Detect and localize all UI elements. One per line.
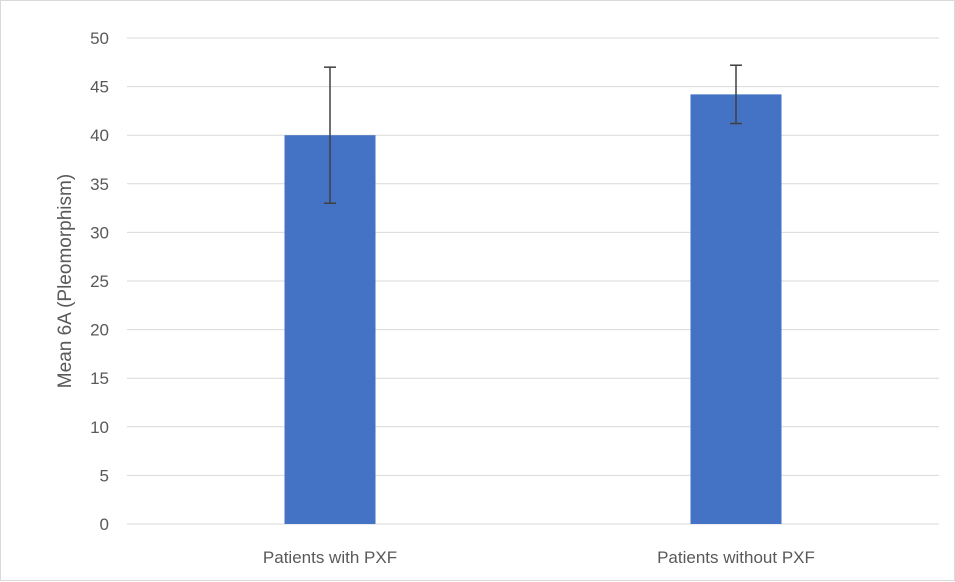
y-tick-label: 45 [90,78,109,97]
y-tick-label: 35 [90,175,109,194]
y-tick-label: 15 [90,369,109,388]
bar [690,94,782,524]
bars [284,94,782,524]
y-tick-label: 20 [90,321,109,340]
y-axis-title: Mean 6A (Pleomorphism) [55,174,76,388]
y-tick-label: 25 [90,272,109,291]
gridlines [127,37,939,525]
y-tick-label: 10 [90,418,109,437]
error-bars [324,64,742,204]
x-tick-label: Patients without PXF [657,548,815,567]
x-tick-labels: Patients with PXF Patients without PXF [263,548,815,567]
x-tick-label: Patients with PXF [263,548,397,567]
y-tick-label: 40 [90,126,109,145]
y-tick-labels: 0 5 10 15 20 25 30 35 40 45 50 [90,29,109,534]
y-tick-label: 5 [100,466,109,485]
y-tick-label: 30 [90,223,109,242]
y-tick-label: 50 [90,29,109,48]
y-tick-label: 0 [100,515,109,534]
